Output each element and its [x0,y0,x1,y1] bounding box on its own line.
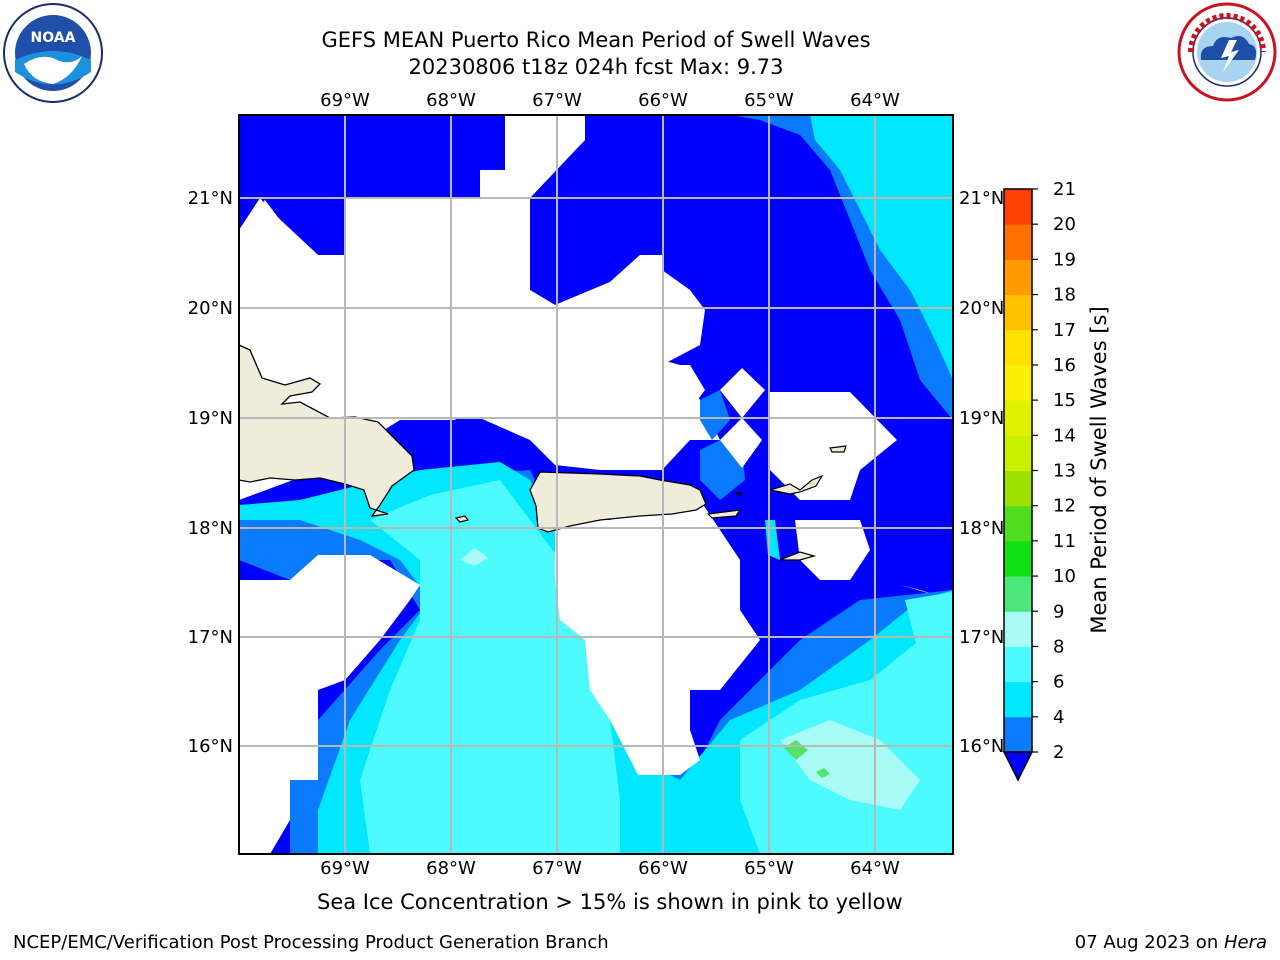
colorbar-tick-label: 10 [1053,566,1076,587]
lon-label-bottom: 66°W [638,858,688,879]
colorbar-band [1004,400,1032,436]
chart-title: GEFS MEAN Puerto Rico Mean Period of Swe… [321,28,871,52]
land-vieques [706,509,742,519]
lon-label-top: 66°W [638,90,688,111]
masked-area [239,198,705,470]
swell-contour-9-10 [816,768,830,778]
lat-label-right: 19°N [959,408,1004,429]
credit-left: NCEP/EMC/Verification Post Processing Pr… [13,932,609,953]
swell-contour-lt2 [239,115,953,600]
lon-label-bottom: 65°W [744,858,794,879]
sea-ice-note: Sea Ice Concentration > 15% is shown in … [317,890,903,914]
colorbar-tick-label: 6 [1053,672,1064,693]
colorbar-band [1004,435,1032,471]
land-hispaniola [239,344,415,517]
swell-contour-8-9 [780,720,920,810]
colorbar-band [1004,576,1032,612]
masked-area [795,520,870,580]
lat-label-left: 19°N [188,408,233,429]
colorbar-band [1004,329,1032,366]
land-st-croix [779,551,817,561]
colorbar-tick-label: 18 [1053,285,1076,306]
lat-label-left: 17°N [188,627,233,648]
colorbar-tick-label: 4 [1053,707,1064,728]
colorbar-tick-label: 17 [1053,320,1076,341]
colorbar-band [1004,540,1032,577]
colorbar-band [1004,364,1032,401]
lat-label-right: 17°N [959,627,1004,648]
colorbar-band [1004,681,1032,718]
masked-area [505,115,585,198]
swell-contour-4-6 [810,115,953,380]
colorbar-tick-label: 19 [1053,249,1076,270]
colorbar-band [1004,611,1032,647]
swell-contour-8-9 [460,548,488,566]
graticule [239,115,953,854]
lat-label-right: 18°N [959,518,1004,539]
land-island-saona [454,515,470,523]
colorbar-tick-label: 15 [1053,390,1076,411]
colorbar-tick-label: 12 [1053,496,1076,517]
lat-label-right: 20°N [959,298,1004,319]
colorbar-band [1004,716,1032,753]
noaa-logo: NOAA [3,3,103,103]
lon-label-bottom: 64°W [850,858,900,879]
lat-label-left: 21°N [188,188,233,209]
lon-label-top: 68°W [426,90,476,111]
colorbar-extend-arrow [1002,751,1034,782]
colorbar-tick-label: 13 [1053,461,1076,482]
noaa-logo-text: NOAA [31,30,76,46]
chart-subtitle: 20230806 t18z 024h fcst Max: 9.73 [408,55,784,79]
colorbar-tick-label: 8 [1053,636,1064,657]
land-culebra [734,492,742,496]
lon-label-bottom: 69°W [320,858,370,879]
lon-label-top: 64°W [850,90,900,111]
nws-logo [1177,2,1277,102]
lon-label-top: 69°W [320,90,370,111]
colorbar-band [1004,259,1032,296]
credit-date: 07 Aug 2023 on [1074,932,1224,953]
lat-label-right: 16°N [959,736,1004,757]
colorbar-band [1004,505,1032,542]
lat-label-right: 21°N [959,188,1004,209]
colorbar-band [1004,189,1032,225]
colorbar-band [1004,646,1032,683]
colorbar-tick-label: 11 [1053,531,1076,552]
credit-host: Hera [1223,932,1267,953]
land-virgin-islands [769,474,824,495]
swell-contour-2-4 [700,390,730,440]
lat-label-left: 16°N [188,736,233,757]
colorbar-tick-label: 9 [1053,601,1064,622]
lon-label-top: 65°W [744,90,794,111]
colorbar-tick-label: 20 [1053,214,1076,235]
credit-right: 07 Aug 2023 on Hera [1075,932,1267,953]
lon-label-bottom: 67°W [532,858,582,879]
lon-label-top: 67°W [532,90,582,111]
colorbar-tick-label: 14 [1053,425,1076,446]
colorbar-tick-label: 16 [1053,355,1076,376]
colorbar-tick-label: 21 [1053,179,1076,200]
colorbar-band [1004,294,1032,331]
masked-area [720,418,762,468]
colorbar: 2 4 6 8 9 10 11 12 13 14 15 16 17 18 19 20 21 [1002,179,1076,782]
colorbar-band [1004,470,1032,507]
masked-area [480,170,505,198]
colorbar-band [1004,224,1032,260]
masked-area [239,555,420,854]
masked-area [720,368,765,418]
land-anegada [829,445,847,453]
lat-label-left: 20°N [188,298,233,319]
lon-label-bottom: 68°W [426,858,476,879]
colorbar-tick-label: 2 [1053,742,1064,763]
lat-label-left: 18°N [188,518,233,539]
map-frame [238,114,954,855]
colorbar-label: Mean Period of Swell Waves [s] [1087,306,1111,633]
